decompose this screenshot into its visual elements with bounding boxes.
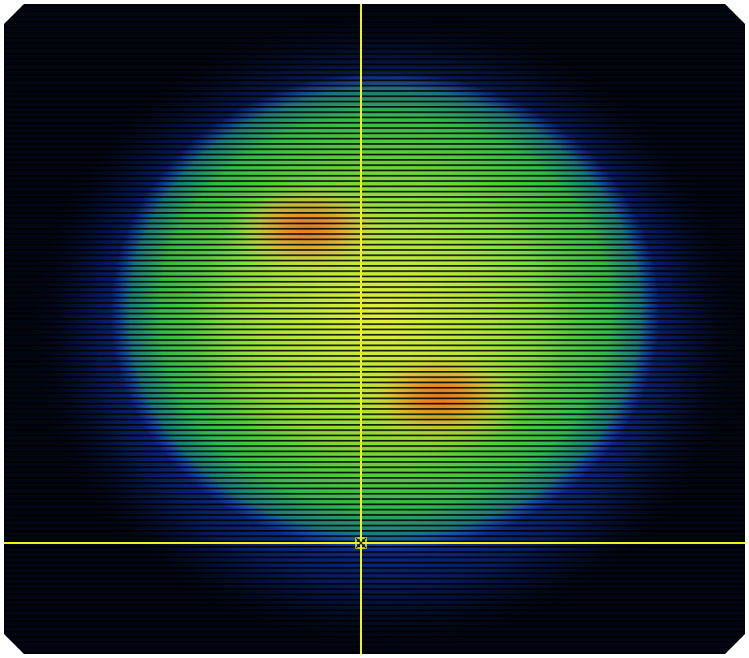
crosshair-center-marker-icon[interactable]	[355, 537, 367, 549]
